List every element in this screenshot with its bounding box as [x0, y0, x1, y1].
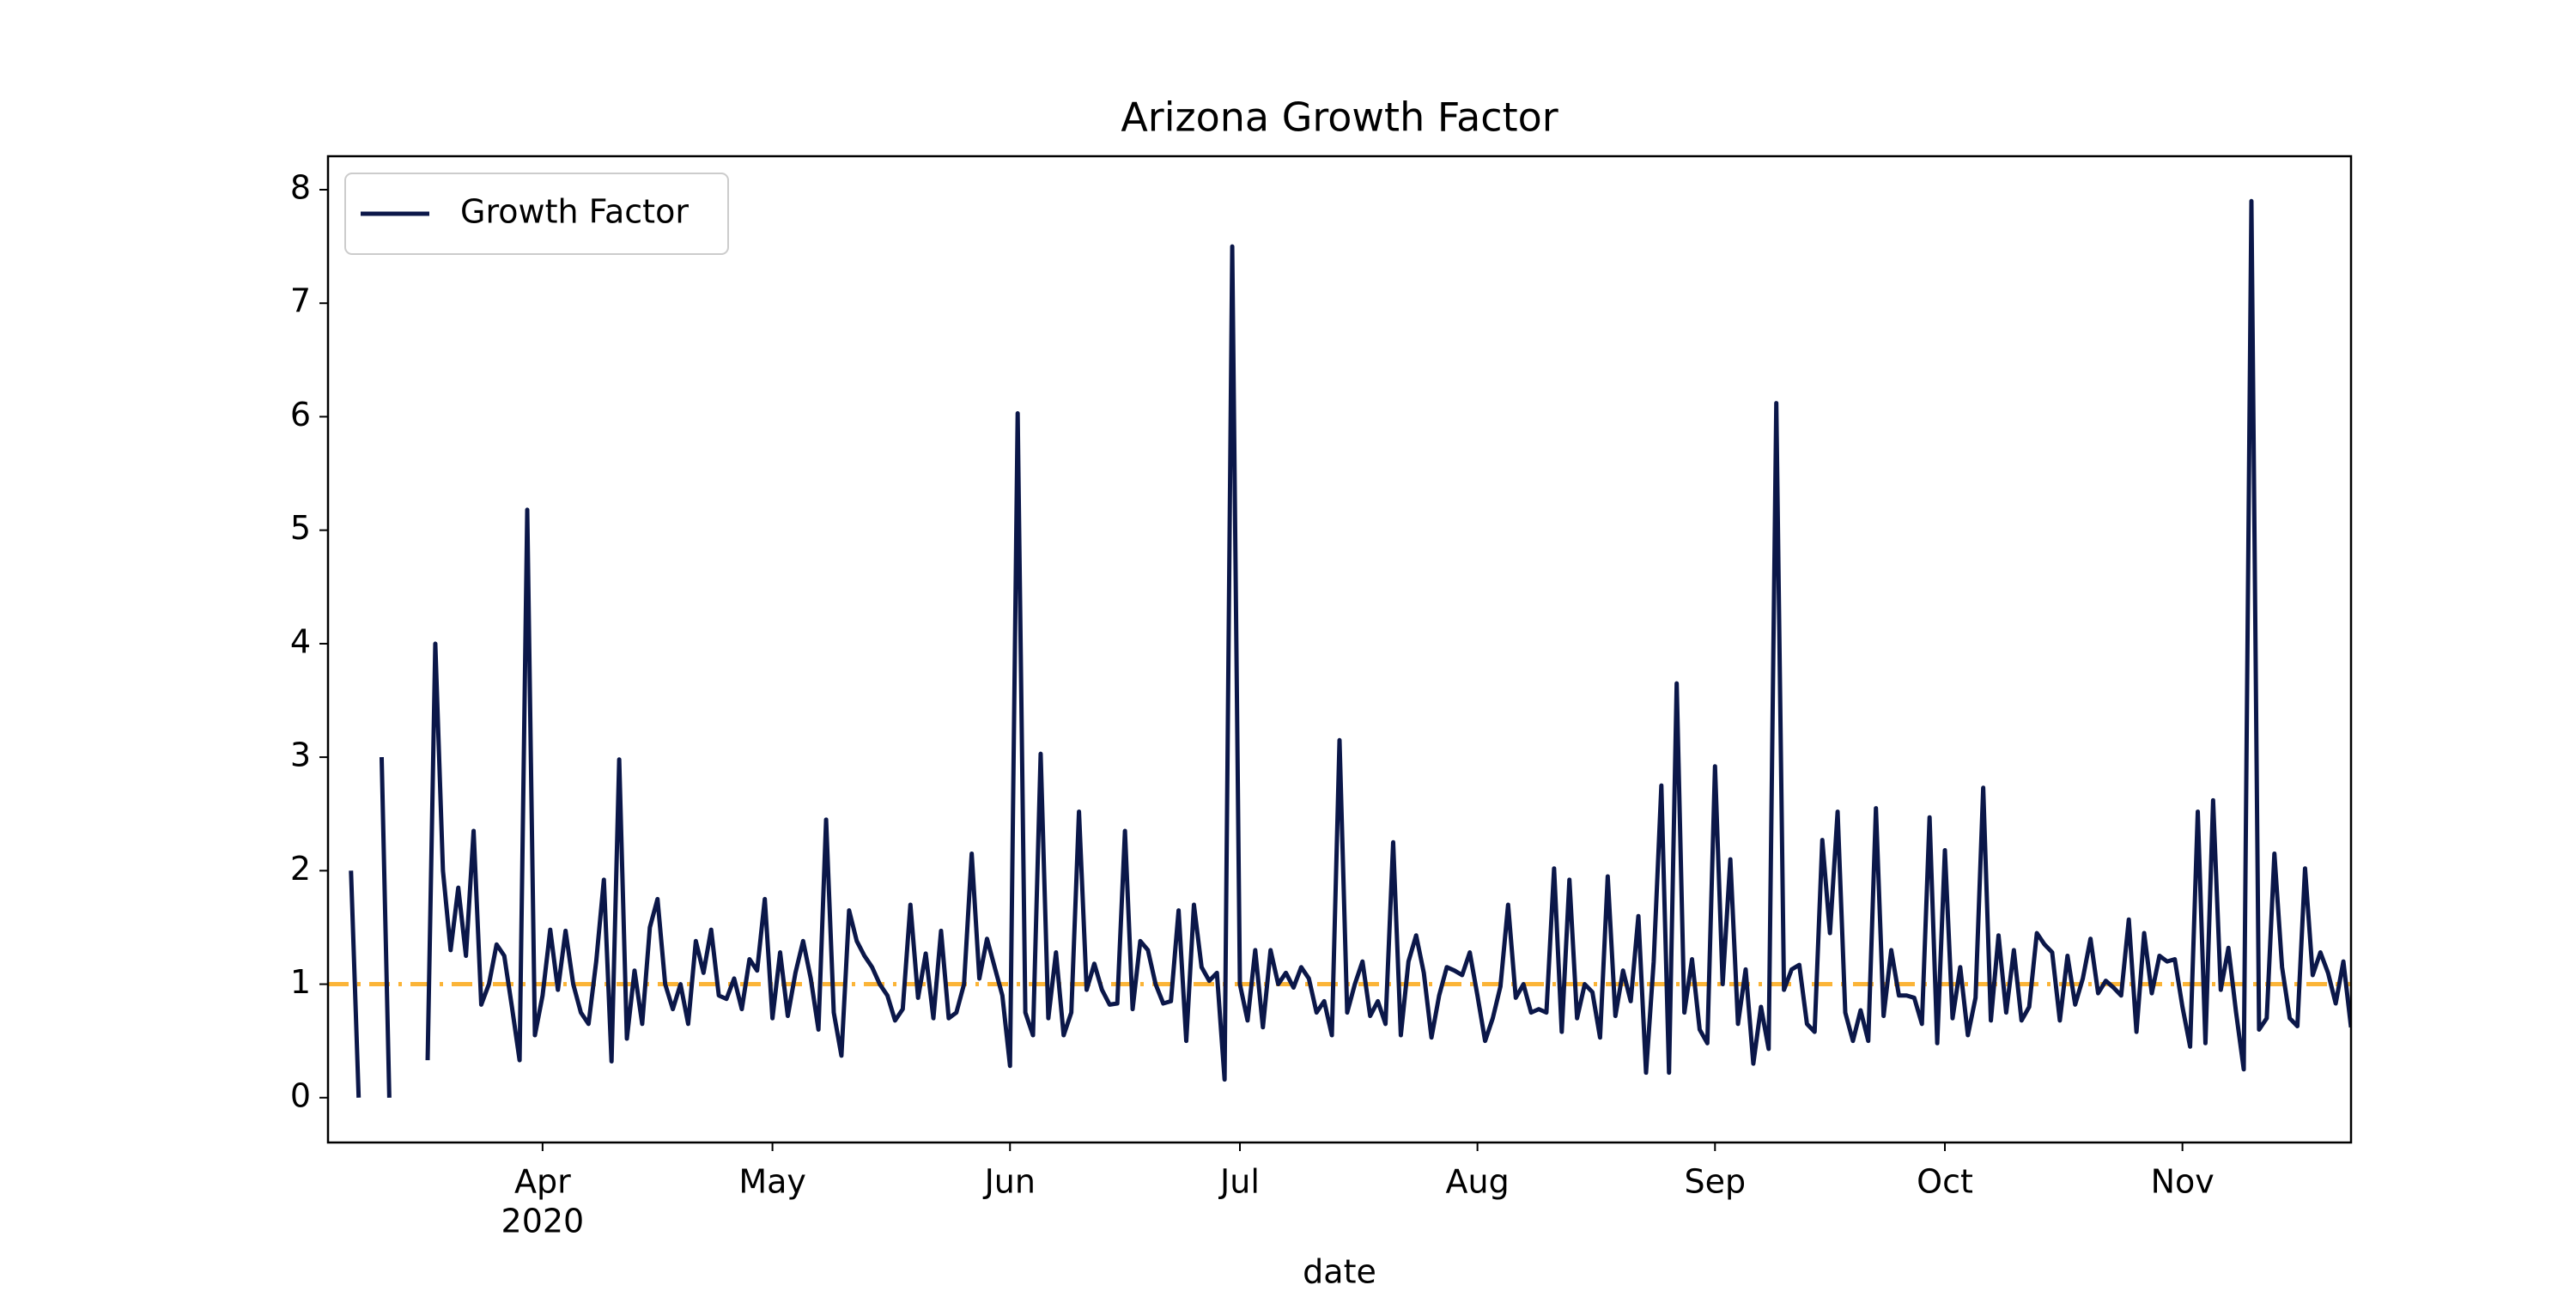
- y-tick-label: 0: [290, 1076, 311, 1114]
- y-tick-label: 7: [290, 282, 311, 320]
- x-axis-label: date: [1303, 1253, 1376, 1288]
- data-line: [349, 198, 2351, 1098]
- y-tick-label: 5: [290, 509, 311, 547]
- x-year-label: 2020: [501, 1203, 585, 1240]
- x-tick-label: Nov: [2151, 1163, 2215, 1201]
- x-tick-label: Jul: [1218, 1163, 1260, 1201]
- x-tick-label: Aug: [1446, 1163, 1510, 1201]
- x-tick-label: Oct: [1917, 1163, 1973, 1201]
- legend-label: Growth Factor: [460, 193, 689, 231]
- y-tick-label: 4: [290, 622, 311, 660]
- legend-box: [344, 173, 729, 255]
- chart-title: Arizona Growth Factor: [1121, 94, 1558, 141]
- x-tick-label: Apr: [514, 1163, 571, 1201]
- x-tick-label: Jun: [983, 1163, 1036, 1201]
- y-tick-label: 1: [290, 963, 311, 1001]
- y-tick-label: 6: [290, 396, 311, 433]
- x-tick-label: May: [738, 1163, 806, 1201]
- y-tick-label: 3: [290, 736, 311, 774]
- x-tick-label: Sep: [1684, 1163, 1746, 1201]
- plot-frame: [326, 155, 2353, 1144]
- y-tick-label: 2: [290, 850, 311, 888]
- y-tick-label: 8: [290, 169, 311, 207]
